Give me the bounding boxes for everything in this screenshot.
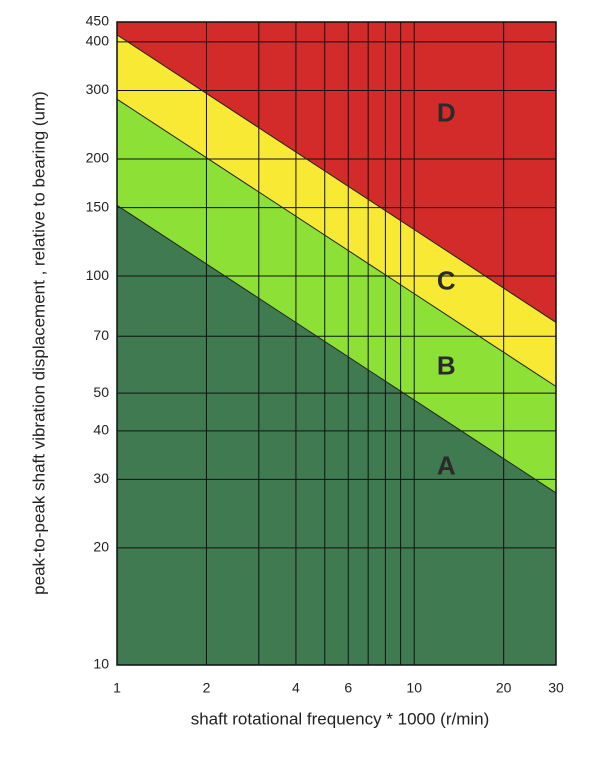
y-tick-label: 30 xyxy=(93,470,109,486)
x-tick-label: 6 xyxy=(344,680,352,696)
x-axis-label: shaft rotational frequency * 1000 (r/min… xyxy=(191,709,490,728)
x-tick-label: 30 xyxy=(548,680,564,696)
y-tick-label: 10 xyxy=(93,656,109,672)
y-axis-label: peak-to-peak shaft vibration displacemen… xyxy=(29,91,48,595)
y-tick-label: 100 xyxy=(86,267,110,283)
zone-label: D xyxy=(437,97,456,127)
y-tick-label: 70 xyxy=(93,327,109,343)
plot-frame xyxy=(116,21,557,666)
zone-label: B xyxy=(437,351,456,381)
plot-area xyxy=(116,21,557,666)
y-tick-label: 200 xyxy=(86,150,110,166)
zone-boundary xyxy=(116,98,557,387)
zone-label: A xyxy=(437,451,456,481)
zone xyxy=(117,22,556,323)
x-tick-label: 1 xyxy=(113,680,121,696)
y-tick-label: 20 xyxy=(93,539,109,555)
zone xyxy=(117,99,556,493)
x-tick-label: 4 xyxy=(292,680,300,696)
y-tick-label: 300 xyxy=(86,81,110,97)
zone xyxy=(117,34,556,387)
x-tick-label: 2 xyxy=(203,680,211,696)
x-tick-label: 10 xyxy=(406,680,422,696)
zone-boundary xyxy=(116,204,557,494)
y-tick-label: 40 xyxy=(93,422,109,438)
zone-label: C xyxy=(437,265,456,295)
y-tick-label: 400 xyxy=(86,33,110,49)
x-tick-label: 20 xyxy=(496,680,512,696)
y-tick-label: 50 xyxy=(93,384,109,400)
zone-boundary xyxy=(116,34,557,323)
y-tick-label: 450 xyxy=(86,13,110,29)
zone xyxy=(117,205,556,665)
y-tick-label: 150 xyxy=(86,198,110,214)
